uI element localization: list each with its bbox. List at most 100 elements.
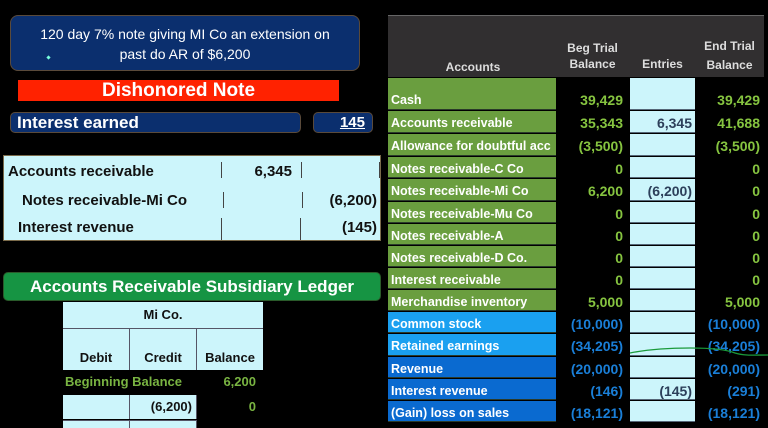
table-row: Notes receivable-A 0 0 (388, 224, 764, 245)
entries-cell[interactable] (630, 246, 695, 267)
divider (223, 192, 224, 208)
entries-cell[interactable] (630, 357, 695, 378)
beg-balance-cell: 0 (615, 206, 623, 222)
entries-cell[interactable] (630, 134, 695, 156)
entries-cell[interactable] (630, 290, 695, 311)
table-row: Merchandise inventory 5,000 5,000 (388, 290, 764, 311)
entries-cell[interactable]: (145) (630, 379, 695, 400)
divider (379, 162, 380, 178)
journal-row: Interest revenue (145) (4, 214, 380, 242)
table-row: Notes receivable-Mi Co 6,200 (6,200) 0 (388, 179, 764, 201)
table-row: Notes receivable-D Co. 0 0 (388, 246, 764, 267)
account-cell: Revenue (388, 357, 556, 378)
entries-cell[interactable]: (6,200) (630, 179, 695, 201)
end-balance-cell: 39,429 (717, 92, 760, 108)
account-cell: Retained earnings (388, 334, 556, 356)
account-cell: Allowance for doubtful acc (388, 134, 556, 156)
end-balance-cell: 0 (752, 228, 760, 244)
end-balance-cell: (3,500) (715, 138, 760, 154)
pen-annotation-icon (630, 347, 768, 356)
ledger-credit-cell (130, 420, 197, 428)
note-text-line1: 120 day 7% note giving MI Co an extensio… (40, 26, 330, 42)
ledger-debit-cell (63, 395, 130, 419)
journal-row: Notes receivable-Mi Co (6,200) (4, 187, 380, 215)
journal-row: Accounts receivable 6,345 (4, 158, 380, 186)
beginning-balance-label: Beginning Balance (65, 374, 183, 389)
end-balance-cell: (291) (727, 383, 760, 399)
end-balance-cell: 0 (752, 183, 760, 199)
ledger-header-balance: Balance (197, 328, 263, 370)
divider (302, 192, 303, 208)
account-cell: Cash (388, 78, 556, 110)
note-text-line2: past do AR of $6,200 (119, 46, 251, 62)
ledger-credit-cell: (6,200) (130, 395, 197, 419)
header-end-line1: End Trial (704, 39, 755, 53)
entries-cell[interactable] (630, 224, 695, 245)
table-row: Notes receivable-C Co 0 0 (388, 157, 764, 178)
beg-balance-cell: (10,000) (570, 316, 623, 332)
end-balance-cell: 0 (752, 206, 760, 222)
entries-cell[interactable] (630, 312, 695, 333)
entries-cell[interactable] (630, 268, 695, 289)
entries-cell[interactable]: 6,345 (630, 111, 695, 133)
je-account: Accounts receivable (8, 163, 154, 180)
account-cell: Common stock (388, 312, 556, 333)
table-row: Interest receivable 0 0 (388, 268, 764, 289)
ledger-balance-cell: 0 (248, 399, 256, 414)
beg-balance-cell: 0 (615, 272, 623, 288)
table-row: Interest revenue (146) (145) (291) (388, 379, 764, 400)
end-balance-cell: (18,121) (707, 405, 760, 421)
beg-balance-cell: 39,429 (580, 92, 623, 108)
journal-entry-table: Accounts receivable 6,345 Notes receivab… (3, 155, 381, 241)
je-credit: (145) (341, 219, 377, 236)
beg-balance-cell: 6,200 (587, 183, 623, 199)
end-balance-cell: 0 (752, 161, 760, 177)
account-cell: (Gain) loss on sales (388, 401, 556, 422)
end-balance-cell: 41,688 (717, 115, 760, 131)
entries-cell[interactable] (630, 78, 695, 110)
entries-cell[interactable] (630, 157, 695, 178)
subsidiary-ledger-title: Accounts Receivable Subsidiary Ledger (3, 272, 381, 301)
divider (221, 162, 222, 178)
header-accounts: Accounts (445, 60, 501, 74)
ledger-debit-cell (63, 420, 130, 428)
divider (221, 218, 222, 240)
table-row: Accounts receivable 35,343 6,345 41,688 (388, 111, 764, 133)
table-row: Notes receivable-Mu Co 0 0 (388, 202, 764, 223)
table-row: Allowance for doubtful acc (3,500) (3,500) (388, 134, 764, 156)
beg-balance-cell: (20,000) (570, 361, 623, 377)
account-cell: Interest receivable (388, 268, 556, 289)
header-beg-line2: Balance (569, 57, 616, 71)
table-row: Cash 39,429 39,429 (388, 78, 764, 110)
account-cell: Notes receivable-D Co. (388, 246, 556, 267)
dishonored-note-banner: Dishonored Note (18, 80, 339, 101)
table-row: Common stock (10,000) (10,000) (388, 312, 764, 333)
je-credit: (6,200) (329, 192, 377, 209)
entries-cell[interactable] (630, 202, 695, 223)
trial-balance-header: Accounts Beg Trial Balance Entries End T… (388, 15, 764, 77)
divider (300, 218, 301, 240)
ledger-beginning-row: Beginning Balance 6,200 (63, 370, 263, 394)
beg-balance-cell: 0 (615, 228, 623, 244)
ledger-header-debit: Debit (63, 328, 130, 370)
beg-balance-cell: (18,121) (570, 405, 623, 421)
je-account: Notes receivable-Mi Co (22, 192, 188, 209)
je-debit: 6,345 (254, 163, 292, 180)
interest-earned-value: 145 (313, 112, 373, 133)
beg-balance-cell: 5,000 (587, 294, 623, 310)
beg-balance-cell: 0 (615, 250, 623, 266)
account-cell: Notes receivable-Mi Co (388, 179, 556, 201)
account-cell: Notes receivable-C Co (388, 157, 556, 178)
beg-balance-cell: 0 (615, 161, 623, 177)
beginning-balance-value: 6,200 (223, 374, 256, 389)
divider (301, 162, 302, 178)
end-balance-cell: (20,000) (707, 361, 760, 377)
end-balance-cell: 0 (752, 272, 760, 288)
header-end-line2: Balance (706, 58, 753, 72)
table-row: (Gain) loss on sales (18,121) (18,121) (388, 401, 764, 422)
ledger-header-credit: Credit (130, 328, 197, 370)
account-cell: Merchandise inventory (388, 290, 556, 311)
entries-cell[interactable] (630, 401, 695, 422)
account-cell: Notes receivable-A (388, 224, 556, 245)
ledger-customer-name: Mi Co. (63, 302, 263, 328)
